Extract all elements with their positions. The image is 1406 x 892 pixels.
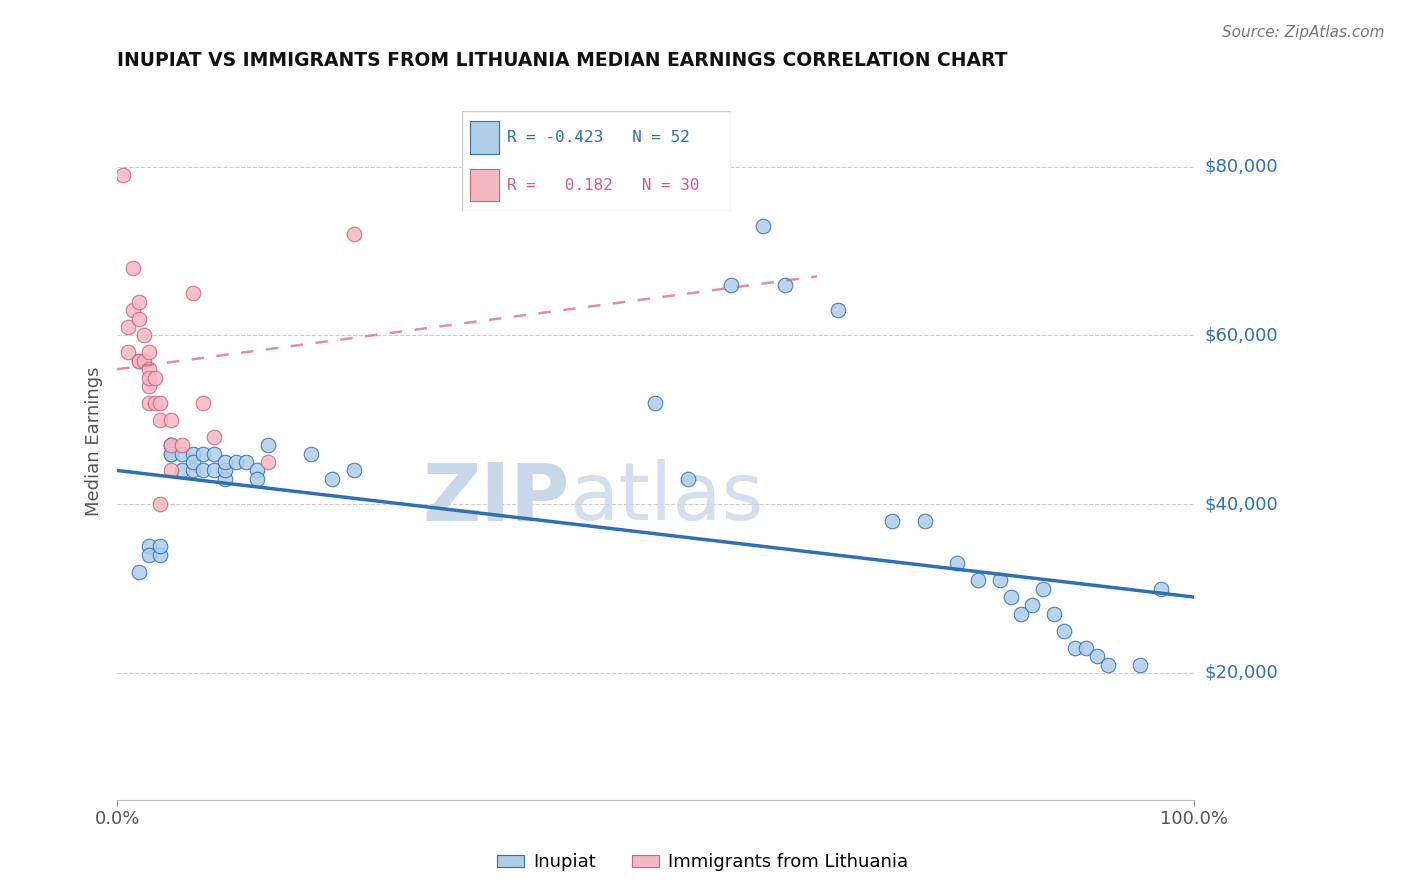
Point <box>160 413 183 427</box>
Point <box>160 463 183 477</box>
Point <box>1064 640 1087 655</box>
Point <box>160 447 183 461</box>
Point <box>225 455 247 469</box>
Point <box>257 455 280 469</box>
Point <box>1032 582 1054 596</box>
Point <box>138 379 160 393</box>
Point <box>946 556 969 570</box>
Point <box>246 472 269 486</box>
Point <box>1074 640 1097 655</box>
Point <box>235 455 257 469</box>
Text: $60,000: $60,000 <box>1205 326 1278 344</box>
Point <box>967 573 990 587</box>
Point <box>1042 607 1064 621</box>
Point <box>111 168 134 182</box>
Point <box>773 277 796 292</box>
Point <box>246 463 269 477</box>
Point <box>1010 607 1032 621</box>
Point <box>117 345 139 359</box>
Point <box>1000 590 1022 604</box>
Text: INUPIAT VS IMMIGRANTS FROM LITHUANIA MEDIAN EARNINGS CORRELATION CHART: INUPIAT VS IMMIGRANTS FROM LITHUANIA MED… <box>117 51 1008 70</box>
Point <box>1150 582 1173 596</box>
Point <box>193 396 215 410</box>
Point <box>138 362 160 376</box>
Text: $20,000: $20,000 <box>1205 664 1278 682</box>
Point <box>299 447 322 461</box>
Point <box>122 260 145 275</box>
Legend: Inupiat, Immigrants from Lithuania: Inupiat, Immigrants from Lithuania <box>491 847 915 879</box>
Text: $40,000: $40,000 <box>1205 495 1278 513</box>
Point <box>143 396 166 410</box>
Point <box>138 345 160 359</box>
Point <box>160 447 183 461</box>
Point <box>117 320 139 334</box>
Point <box>214 455 236 469</box>
Point <box>128 311 150 326</box>
Point <box>720 277 742 292</box>
Point <box>128 353 150 368</box>
Point <box>1097 657 1119 672</box>
Text: $80,000: $80,000 <box>1205 158 1278 176</box>
Point <box>138 370 160 384</box>
Point <box>132 328 155 343</box>
Point <box>149 396 172 410</box>
Point <box>752 219 775 233</box>
Point <box>181 455 204 469</box>
Point <box>132 353 155 368</box>
Point <box>138 548 160 562</box>
Point <box>181 463 204 477</box>
Point <box>128 565 150 579</box>
Point <box>160 438 183 452</box>
Point <box>321 472 343 486</box>
Point <box>181 447 204 461</box>
Point <box>644 396 666 410</box>
Point <box>138 396 160 410</box>
Point <box>882 514 904 528</box>
Y-axis label: Median Earnings: Median Earnings <box>86 367 103 516</box>
Point <box>170 463 193 477</box>
Point <box>343 227 366 242</box>
Point <box>988 573 1011 587</box>
Point <box>149 548 172 562</box>
Point <box>149 497 172 511</box>
Point <box>170 447 193 461</box>
Point <box>160 438 183 452</box>
Point <box>181 286 204 301</box>
Point <box>1053 624 1076 638</box>
Point <box>143 370 166 384</box>
Point <box>122 303 145 318</box>
Point <box>149 413 172 427</box>
Point <box>1085 649 1108 664</box>
Point <box>1021 599 1043 613</box>
Point <box>160 438 183 452</box>
Text: atlas: atlas <box>569 459 763 537</box>
Point <box>914 514 936 528</box>
Point <box>257 438 280 452</box>
Point <box>138 540 160 554</box>
Point <box>170 438 193 452</box>
Point <box>202 447 225 461</box>
Point <box>193 447 215 461</box>
Point <box>202 463 225 477</box>
Point <box>128 353 150 368</box>
Text: Source: ZipAtlas.com: Source: ZipAtlas.com <box>1222 25 1385 40</box>
Point <box>214 472 236 486</box>
Point <box>343 463 366 477</box>
Point <box>202 430 225 444</box>
Point <box>214 463 236 477</box>
Text: ZIP: ZIP <box>422 459 569 537</box>
Point <box>676 472 699 486</box>
Point <box>827 303 849 318</box>
Point <box>1129 657 1152 672</box>
Point <box>193 463 215 477</box>
Point <box>149 540 172 554</box>
Point <box>128 294 150 309</box>
